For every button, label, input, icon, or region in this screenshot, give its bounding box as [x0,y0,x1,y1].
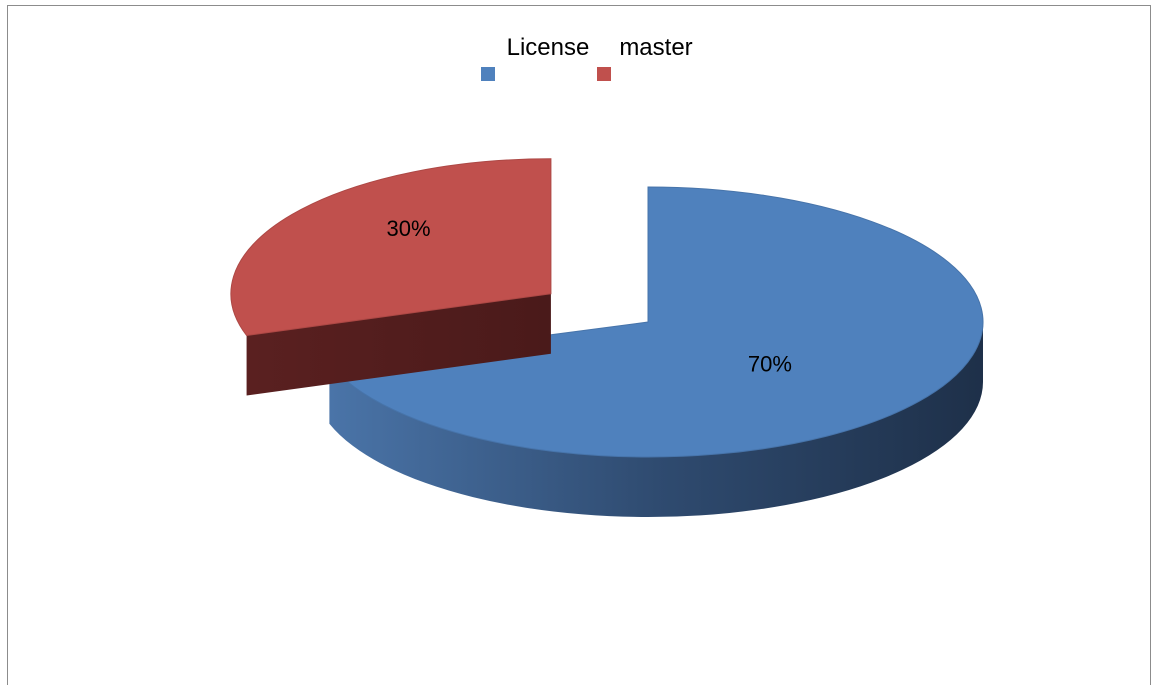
legend-label-0: License [507,34,590,61]
slice-0-side [329,322,983,517]
slice-1-top [230,158,552,337]
slice-0-top [328,186,984,458]
slice-1-side [246,293,551,396]
legend-swatch-1 [597,67,611,81]
legend-label-1: master [619,34,692,61]
legend-swatch-0 [481,67,495,81]
data-label-1: 30% [387,216,431,241]
data-label-0: 70% [748,351,792,376]
